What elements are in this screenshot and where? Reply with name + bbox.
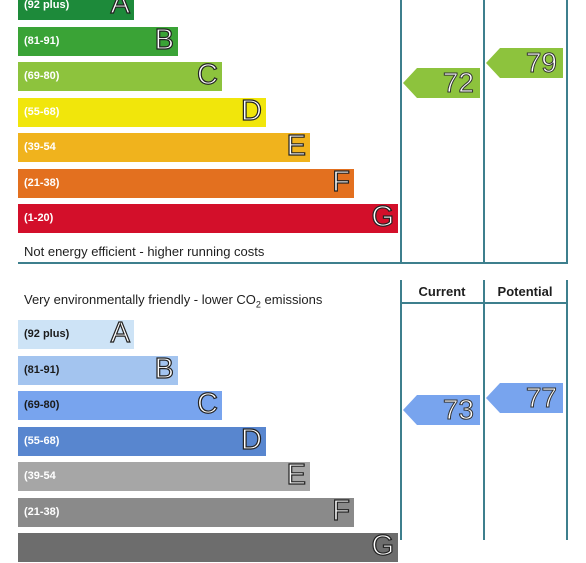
bottom-border bbox=[18, 262, 568, 264]
band-letter: G bbox=[371, 200, 395, 233]
energy-efficiency-chart: (92 plus) A (81-91) B (69-80) C (55-68) D (39-54… bbox=[0, 0, 586, 264]
band-letter: G bbox=[371, 529, 395, 562]
rating-band-b: (81-91) B bbox=[18, 23, 178, 56]
rating-band-b: (81-91) B bbox=[18, 352, 178, 385]
header-divider bbox=[400, 302, 568, 304]
caption-suffix: emissions bbox=[260, 292, 323, 307]
arrow-shape bbox=[486, 47, 563, 78]
band-letter: E bbox=[286, 458, 307, 491]
rating-band-e: (39-54 E bbox=[18, 129, 310, 163]
band-letter: B bbox=[154, 23, 175, 56]
band-range-label: (81-91) bbox=[24, 34, 60, 47]
band-range-label: (1-20) bbox=[24, 212, 54, 224]
potential-rating-value: 79 bbox=[525, 46, 557, 78]
env-caption: Very environmentally friendly - lower CO… bbox=[24, 292, 322, 310]
band-range-label: (55-68) bbox=[24, 434, 60, 447]
rating-band-c: (69-80) C bbox=[18, 58, 222, 92]
band-letter: B bbox=[154, 352, 175, 385]
arrow-shape bbox=[486, 382, 563, 413]
band-letter: E bbox=[286, 129, 307, 162]
band-letter: D bbox=[240, 94, 262, 127]
potential-column-divider bbox=[483, 0, 485, 264]
band-range-label: (39-54 bbox=[24, 141, 56, 153]
potential-rating-arrow: 79 bbox=[486, 46, 563, 78]
band-range-label: (92 plus) bbox=[24, 0, 70, 11]
band-range-label: (21-38) bbox=[24, 176, 60, 189]
rating-band-c: (69-80) C bbox=[18, 387, 222, 421]
potential-rating-value: 77 bbox=[525, 381, 557, 413]
band-letter: C bbox=[196, 58, 218, 91]
band-range-label: (69-80) bbox=[24, 70, 60, 82]
band-range-label: (81-91) bbox=[24, 363, 60, 376]
right-border bbox=[566, 280, 568, 540]
band-letter: A bbox=[110, 316, 131, 349]
potential-column-divider bbox=[483, 280, 485, 540]
arrow-shape bbox=[403, 68, 480, 99]
current-rating-value: 72 bbox=[442, 67, 474, 99]
rating-band-g: (1-20) G bbox=[18, 200, 398, 234]
band-letter: F bbox=[332, 494, 351, 527]
band-range-label: (55-68) bbox=[24, 105, 60, 118]
arrow-shape bbox=[403, 394, 480, 425]
band-letter: A bbox=[110, 0, 131, 21]
rating-band-f: (21-38) F bbox=[18, 165, 354, 198]
current-column-divider bbox=[400, 0, 402, 264]
band-range-label: (69-80) bbox=[24, 399, 60, 411]
current-column-divider bbox=[400, 280, 402, 540]
caption-text: Very environmentally friendly - lower CO bbox=[24, 292, 256, 307]
current-rating-arrow: 72 bbox=[403, 67, 480, 99]
current-rating-arrow: 73 bbox=[403, 393, 480, 425]
potential-column-header: Potential bbox=[497, 284, 553, 299]
rating-band-d: (55-68) D bbox=[18, 423, 266, 456]
rating-band-g: G bbox=[18, 529, 398, 563]
rating-band-a: (92 plus) A bbox=[18, 316, 134, 350]
environmental-impact-chart: Current Potential Very environmentally f… bbox=[0, 270, 586, 563]
potential-rating-arrow: 77 bbox=[486, 381, 563, 413]
rating-band-d: (55-68) D bbox=[18, 94, 266, 127]
band-letter: D bbox=[240, 423, 262, 456]
current-rating-value: 73 bbox=[442, 393, 474, 425]
rating-band-e: (39-54 E bbox=[18, 458, 310, 492]
band-range-label: (21-38) bbox=[24, 505, 60, 518]
current-column-header: Current bbox=[418, 284, 466, 299]
band-range-label: (92 plus) bbox=[24, 328, 70, 340]
footer-caption: Not energy efficient - higher running co… bbox=[24, 244, 265, 259]
right-border bbox=[566, 0, 568, 264]
band-range-label: (39-54 bbox=[24, 470, 56, 482]
band-letter: F bbox=[332, 165, 351, 198]
caption-subscript: 2 bbox=[255, 299, 261, 310]
rating-band-f: (21-38) F bbox=[18, 494, 354, 527]
rating-band-a: (92 plus) A bbox=[18, 0, 134, 21]
band-letter: C bbox=[196, 387, 218, 420]
